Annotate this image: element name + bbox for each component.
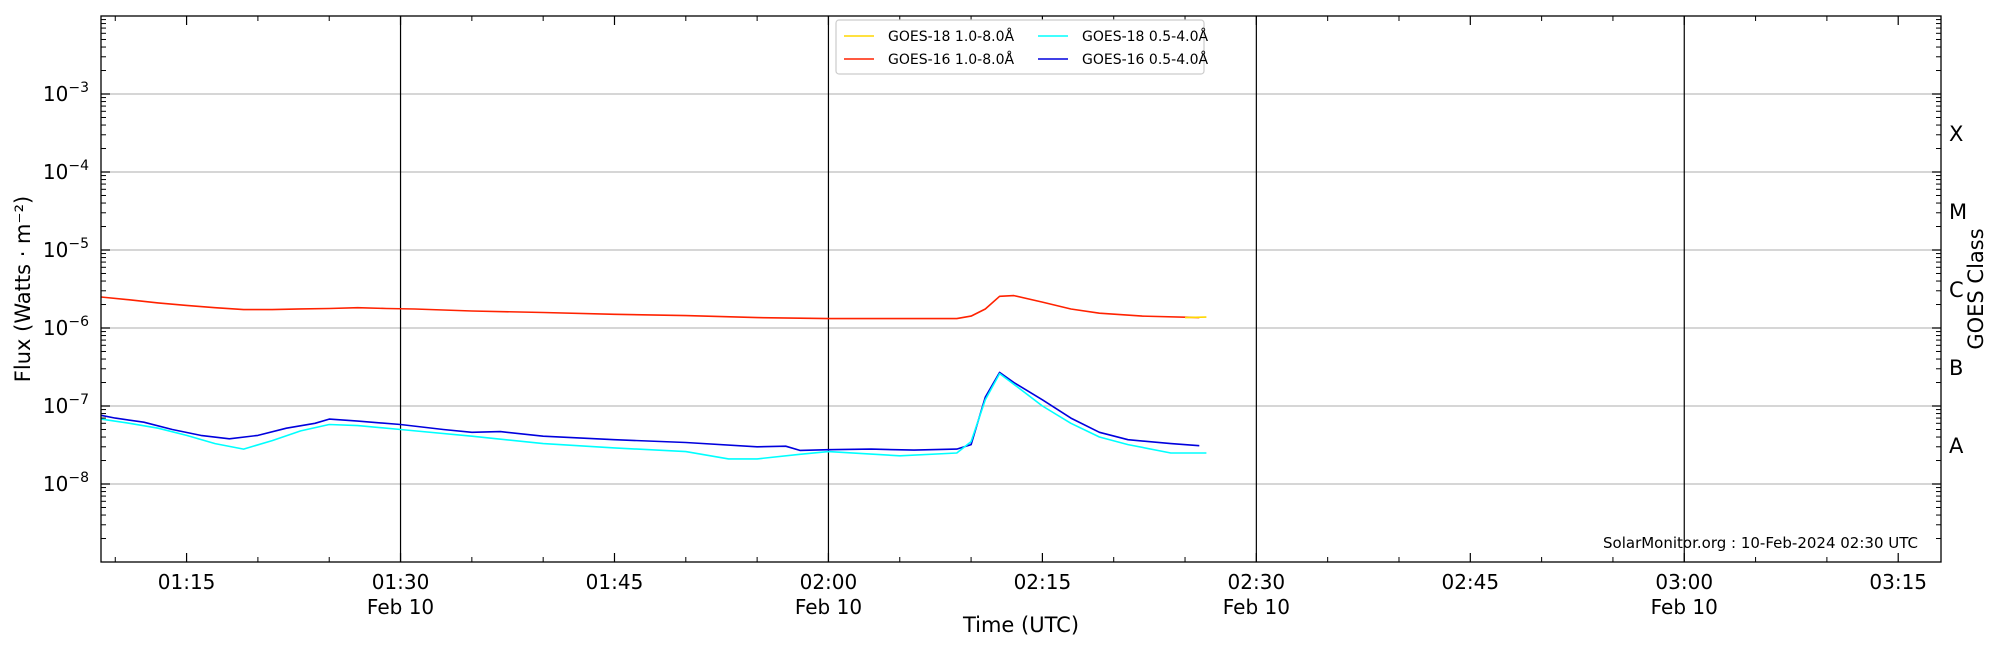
series-line-goes-18-0-5-4-0- [100,372,1207,460]
legend-box [835,19,1205,75]
grid-layer [101,93,1941,485]
x-axis-title: Time (UTC) [962,613,1079,637]
x-tick-date-label: Feb 10 [1651,595,1718,619]
legend-label: GOES-18 0.5-4.0Å [1082,28,1208,45]
plot-frame [100,15,1942,563]
y-tick-label: 10−3 [43,80,89,106]
x-tick-label: 01:45 [586,570,644,594]
goes-class-label-x: X [1949,122,1963,146]
series-line-goes-16-0-5-4-0- [100,371,1200,452]
goes-class-axis-title: GOES Class [1964,228,1988,349]
y-tick-label: 10−6 [43,314,89,340]
x-tick-label: 03:00 [1655,570,1713,594]
x-tick-label: 02:00 [800,570,858,594]
legend-label: GOES-16 0.5-4.0Å [1082,51,1208,68]
series-line-goes-16-1-0-8-0- [100,294,1200,320]
goes-class-label-m: M [1949,200,1967,224]
y-tick-label: 10−4 [43,158,89,184]
y-tick-label: 10−5 [43,236,89,262]
series-layer [100,294,1207,460]
series-line-goes-18-1-0-8-0- [1184,316,1207,319]
goes-class-label-c: C [1949,278,1964,302]
x-tick-date-label: Feb 10 [795,595,862,619]
x-tick-date-label: Feb 10 [367,595,434,619]
x-tick-label: 03:15 [1869,570,1927,594]
x-tick-label: 01:15 [158,570,216,594]
y-tick-label: 10−8 [43,470,89,496]
x-tick-label: 01:30 [372,570,430,594]
x-tick-date-label: Feb 10 [1223,595,1290,619]
x-tick-label: 02:15 [1014,570,1072,594]
x-tick-label: 02:30 [1228,570,1286,594]
goes-class-label-b: B [1949,356,1963,380]
goes-class-label-a: A [1949,434,1964,458]
legend-label: GOES-18 1.0-8.0Å [888,28,1014,45]
x-tick-label: 02:45 [1441,570,1499,594]
vertical-day-lines [399,16,1685,562]
legend-label: GOES-16 1.0-8.0Å [888,51,1014,68]
y-tick-label: 10−7 [43,392,89,418]
y-axis-title: Flux (Watts · m⁻²) [11,196,35,382]
legend: GOES-18 1.0-8.0Å GOES-16 1.0-8.0Å GOES-18 … [835,19,1208,75]
credit-annotation: SolarMonitor.org : 10-Feb-2024 02:30 UTC [1603,534,1918,552]
